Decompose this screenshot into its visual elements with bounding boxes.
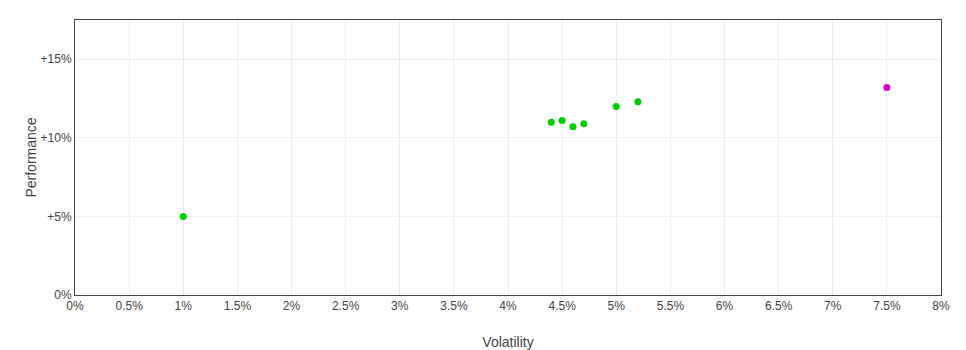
svg-text:7.5%: 7.5%: [873, 299, 901, 313]
svg-text:1%: 1%: [175, 299, 193, 313]
svg-text:5%: 5%: [608, 299, 626, 313]
svg-text:0%: 0%: [66, 299, 84, 313]
svg-text:4.5%: 4.5%: [548, 299, 576, 313]
svg-text:0.5%: 0.5%: [115, 299, 143, 313]
svg-text:+10%: +10%: [41, 131, 72, 145]
svg-text:7%: 7%: [824, 299, 842, 313]
svg-text:Volatility: Volatility: [482, 334, 533, 350]
svg-text:2%: 2%: [283, 299, 301, 313]
svg-text:6.5%: 6.5%: [765, 299, 793, 313]
svg-text:5.5%: 5.5%: [657, 299, 685, 313]
svg-text:+15%: +15%: [41, 52, 72, 66]
svg-text:+5%: +5%: [47, 210, 72, 224]
svg-text:0%: 0%: [54, 288, 72, 302]
svg-text:6%: 6%: [716, 299, 734, 313]
svg-text:3%: 3%: [391, 299, 409, 313]
svg-text:2.5%: 2.5%: [332, 299, 360, 313]
svg-text:4%: 4%: [499, 299, 517, 313]
svg-text:Performance: Performance: [23, 117, 39, 197]
svg-text:1.5%: 1.5%: [224, 299, 252, 313]
svg-text:3.5%: 3.5%: [440, 299, 468, 313]
svg-text:8%: 8%: [932, 299, 950, 313]
